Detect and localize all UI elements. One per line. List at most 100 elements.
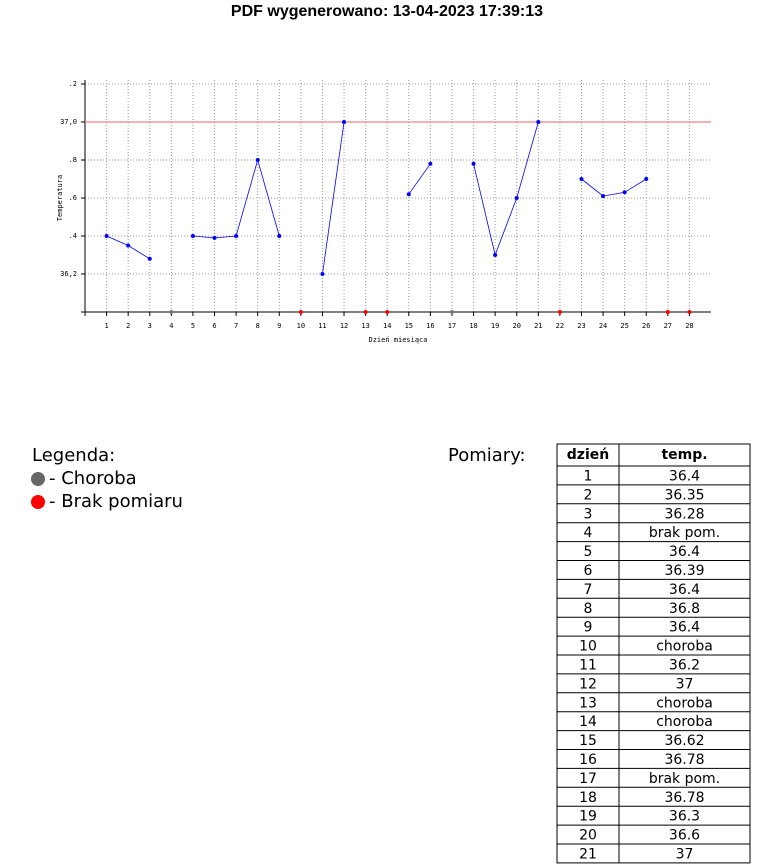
table-cell: 6 <box>584 563 593 579</box>
table-cell: 36.2 <box>669 657 700 673</box>
table-title: Pomiary: <box>448 445 526 466</box>
x-tick-label: 21 <box>534 322 542 330</box>
x-tick-label: 10 <box>297 322 305 330</box>
data-point <box>622 190 627 195</box>
table-cell: 8 <box>584 601 593 617</box>
table-cell: 15 <box>579 733 597 749</box>
x-tick-label: 6 <box>212 322 216 330</box>
legend-swatch <box>31 495 45 509</box>
x-tick-label: 3 <box>148 322 152 330</box>
table-cell: 18 <box>579 790 597 806</box>
data-point <box>601 194 606 199</box>
table-cell: 37 <box>676 676 694 692</box>
data-point <box>212 235 217 240</box>
x-tick-label: 14 <box>383 322 391 330</box>
status-marker <box>665 310 670 314</box>
data-point <box>342 120 347 124</box>
table-header-cell: dzień <box>567 447 609 463</box>
data-point <box>471 161 476 166</box>
data-point <box>320 272 325 276</box>
table-cell: 17 <box>579 771 597 787</box>
data-point <box>536 120 541 124</box>
table-cell: 36.4 <box>669 620 700 636</box>
data-point <box>428 161 433 166</box>
x-tick-label: 11 <box>318 322 326 330</box>
legend-label: - Choroba <box>49 468 137 489</box>
status-marker <box>557 310 562 314</box>
x-tick-label: 23 <box>577 322 585 330</box>
x-tick-label: 24 <box>599 322 607 330</box>
page-title: PDF wygenerowano: 13-04-2023 17:39:13 <box>231 3 543 20</box>
table-cell: choroba <box>656 714 713 730</box>
x-tick-label: 7 <box>234 322 238 330</box>
x-tick-label: 4 <box>169 322 173 330</box>
table-cell: brak pom. <box>649 771 720 787</box>
status-marker <box>298 310 303 314</box>
data-point <box>255 158 260 162</box>
data-point <box>190 234 195 238</box>
legend-title: Legenda: <box>32 445 115 466</box>
data-point <box>514 196 519 200</box>
data-point <box>234 234 239 238</box>
table-cell: 3 <box>584 506 593 522</box>
x-tick-label: 8 <box>256 322 260 330</box>
y-tick-label: 36,2 <box>60 270 77 278</box>
y-tick-label: .4 <box>69 232 77 240</box>
table-cell: 36.4 <box>669 544 700 560</box>
table-cell: 20 <box>579 828 597 844</box>
table-cell: 1 <box>584 468 593 484</box>
x-tick-label: 2 <box>126 322 130 330</box>
x-tick-label: 9 <box>277 322 281 330</box>
x-tick-label: 18 <box>469 322 477 330</box>
table-cell: 21 <box>579 846 597 862</box>
x-tick-label: 12 <box>340 322 348 330</box>
x-tick-label: 19 <box>491 322 499 330</box>
table-cell: 36.6 <box>669 828 700 844</box>
table-cell: 36.62 <box>664 733 704 749</box>
x-tick-label: 17 <box>448 322 456 330</box>
status-marker <box>687 310 692 314</box>
x-tick-label: 22 <box>556 322 564 330</box>
data-point <box>493 253 498 257</box>
table-cell: 36.3 <box>669 809 700 825</box>
x-tick-label: 26 <box>642 322 650 330</box>
status-marker <box>449 310 454 314</box>
table-border <box>556 443 751 864</box>
status-marker <box>169 310 174 314</box>
table-cell: 36.4 <box>669 582 700 598</box>
table-cell: 5 <box>584 544 593 560</box>
data-point <box>644 177 649 181</box>
data-point <box>277 234 282 238</box>
table-cell: 37 <box>676 846 694 862</box>
table-cell: 11 <box>579 657 597 673</box>
y-tick-label: 37,0 <box>60 118 77 126</box>
status-marker <box>363 310 368 314</box>
table-cell: 19 <box>579 809 597 825</box>
table-cell: 36.35 <box>664 487 704 503</box>
table-cell: 16 <box>579 752 597 768</box>
x-tick-label: 20 <box>513 322 521 330</box>
y-tick-label: .6 <box>69 194 77 202</box>
x-tick-label: 1 <box>104 322 108 330</box>
table-cell: choroba <box>656 695 713 711</box>
x-tick-label: 16 <box>426 322 434 330</box>
x-tick-label: 25 <box>620 322 628 330</box>
data-point <box>406 192 411 197</box>
table-cell: 36.78 <box>664 752 704 768</box>
y-axis-label: Temperatura <box>56 175 64 221</box>
data-point <box>579 177 584 181</box>
table-cell: choroba <box>656 639 713 655</box>
table-cell: 13 <box>579 695 597 711</box>
table-header-cell: temp. <box>661 447 707 463</box>
table-cell: 36.78 <box>664 790 704 806</box>
legend-label: - Brak pomiaru <box>49 491 183 512</box>
table-cell: 12 <box>579 676 597 692</box>
table-cell: 10 <box>579 639 597 655</box>
table-cell: 36.39 <box>664 563 704 579</box>
x-tick-label: 28 <box>685 322 693 330</box>
data-point <box>104 234 109 238</box>
table-cell: 7 <box>584 582 593 598</box>
table-cell: 36.28 <box>664 506 704 522</box>
